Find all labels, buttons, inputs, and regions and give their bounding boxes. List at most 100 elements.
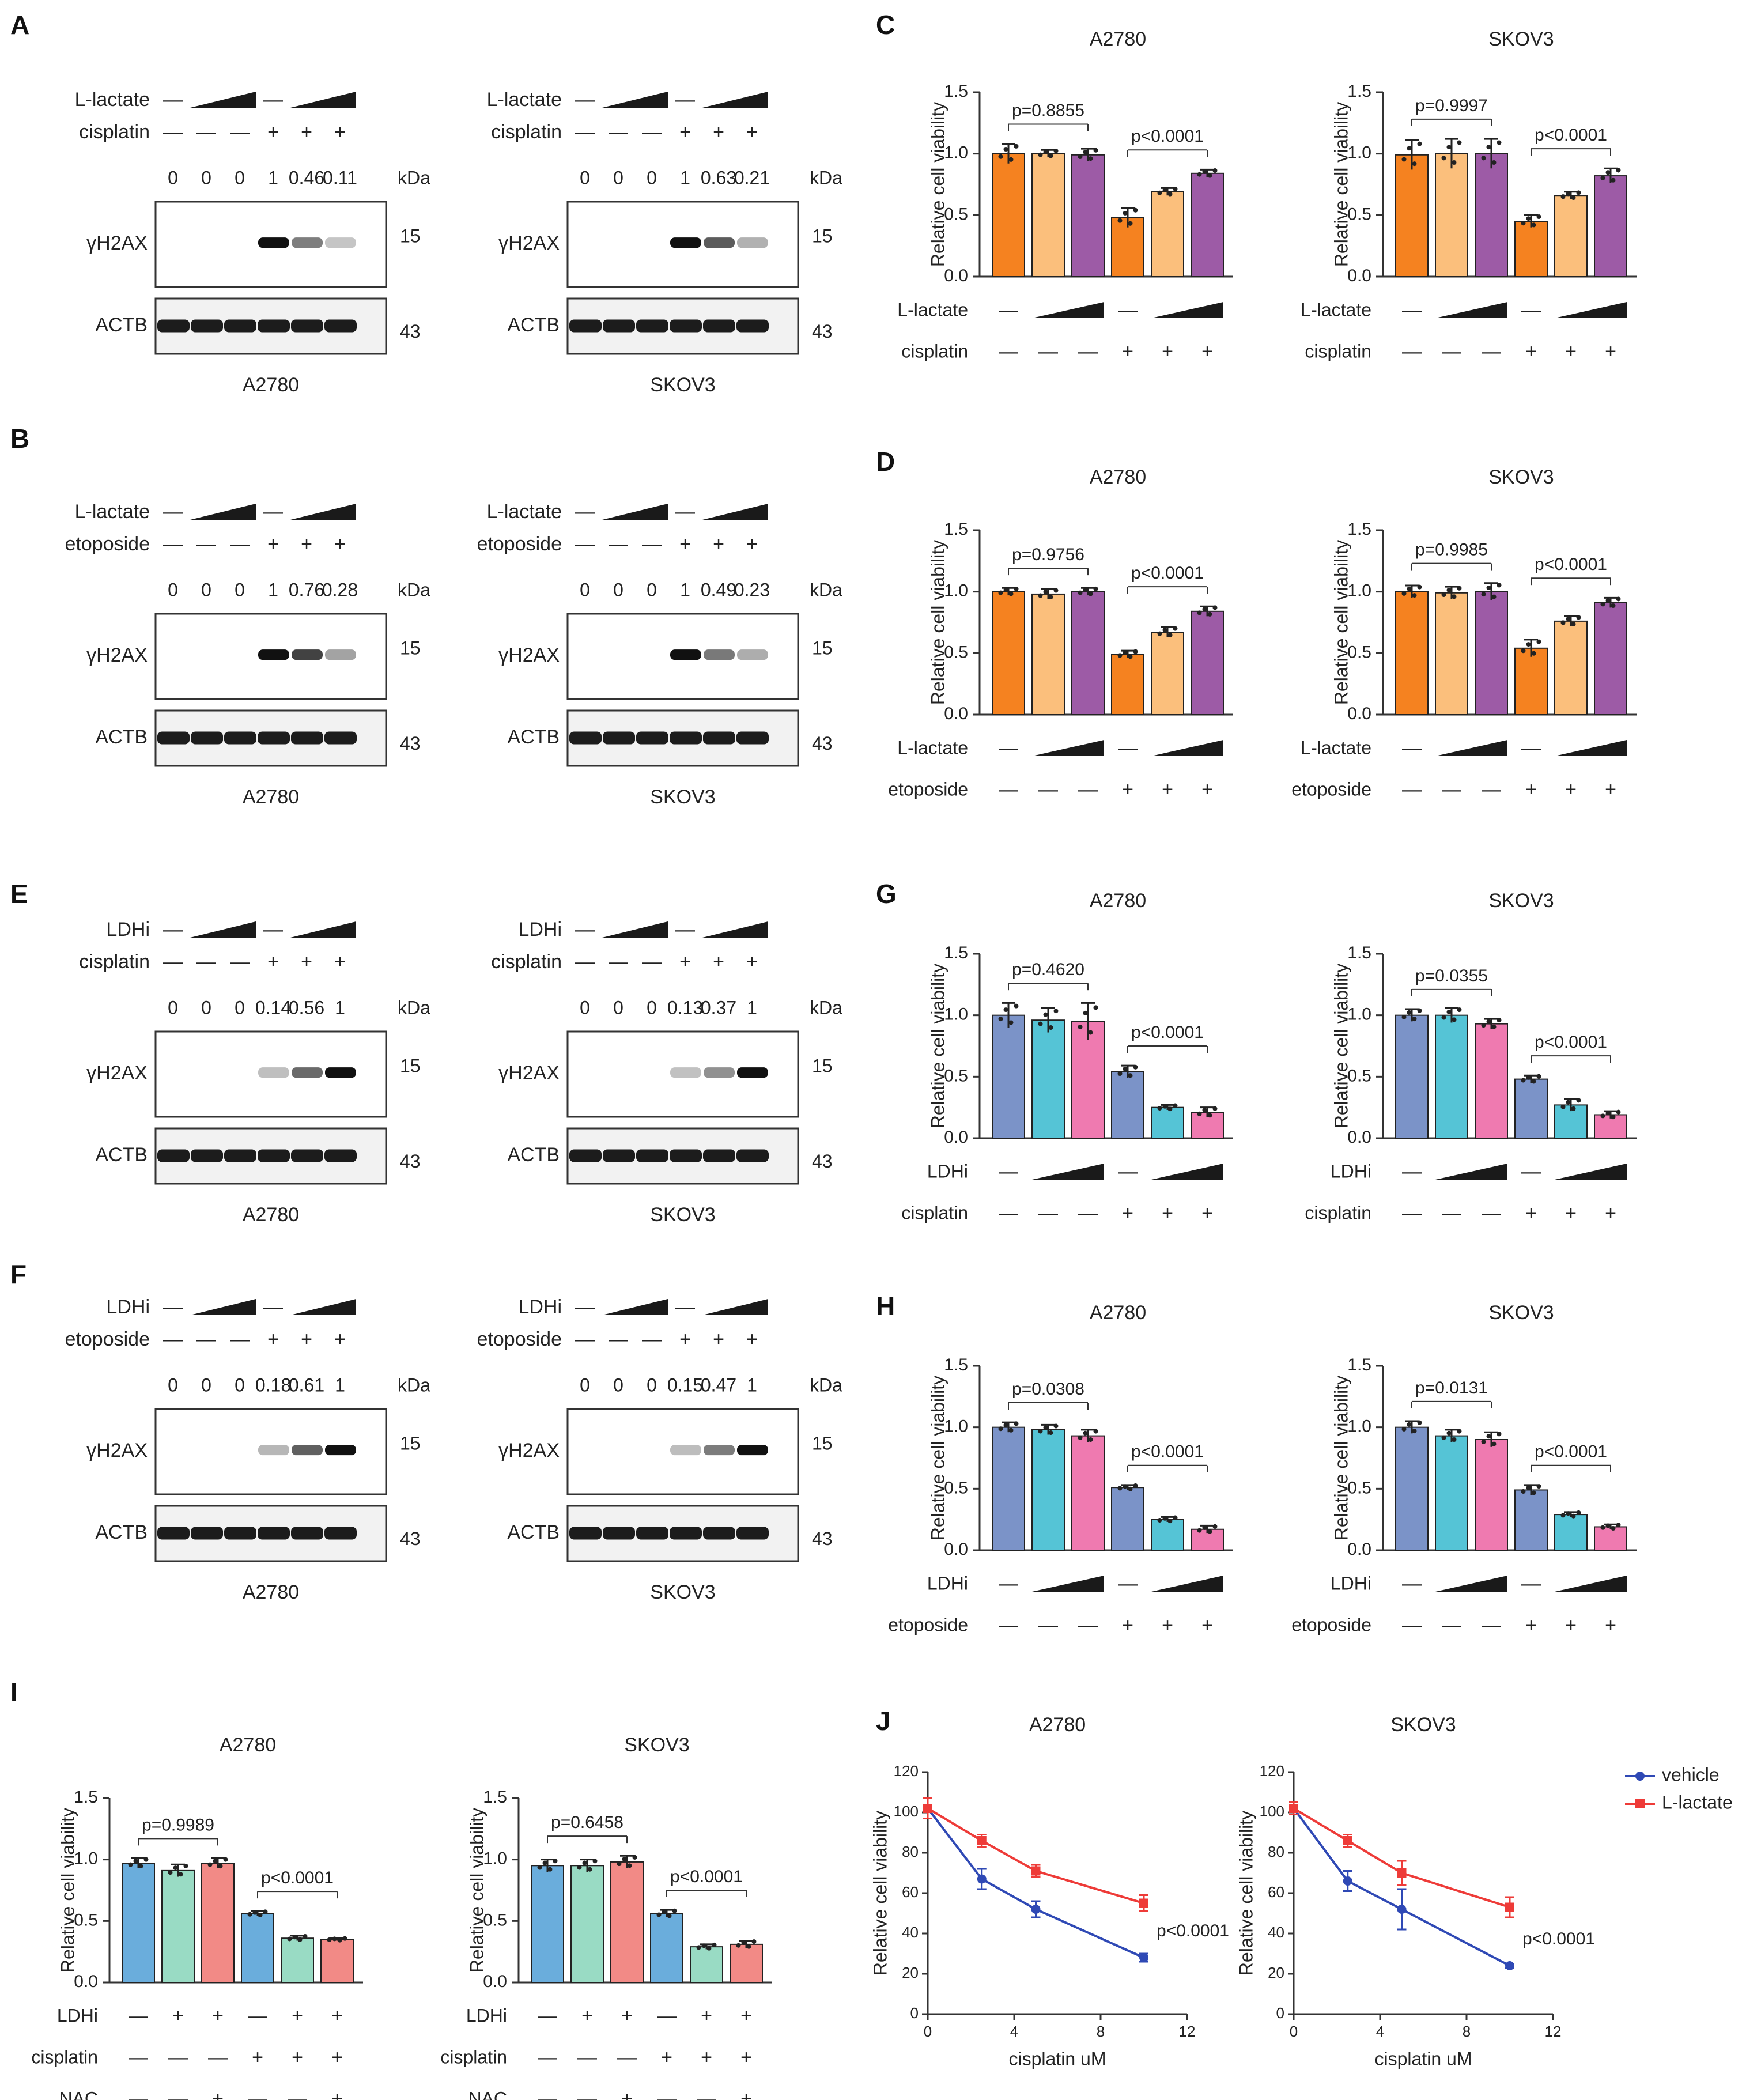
- panel-d-skov3-bar: [1475, 591, 1508, 715]
- panel-h-a2780-dot: [1053, 1423, 1059, 1429]
- panel-g-a2780-dot: [1048, 1025, 1053, 1030]
- panel-h-skov3-y-tick-label: 0.5: [1347, 1478, 1371, 1497]
- panel-c-skov3-cond-1-mark: —: [1442, 341, 1461, 362]
- panel-d-a2780-p-value: p<0.0001: [1131, 564, 1204, 583]
- panel-c-skov3-ylabel: Relative cell viability: [1331, 102, 1351, 267]
- panel-h-skov3-y-tick-label: 1.0: [1347, 1417, 1371, 1436]
- panel-h-skov3-cond-1-mark: +: [1605, 1614, 1616, 1636]
- panel-c-skov3-cond-1-mark: +: [1525, 341, 1537, 362]
- panel-i-skov3-dot: [627, 1863, 632, 1868]
- panel-j-a2780-y-tick-label: 120: [894, 1762, 919, 1780]
- panel-b-a2780-kda-value: 43: [400, 733, 421, 754]
- panel-g-a2780-bar: [1031, 1019, 1065, 1139]
- panel-g-a2780-dot: [1162, 1104, 1167, 1109]
- panel-e-skov3-actb-band: [703, 1149, 735, 1162]
- panel-c-a2780-dot: [1014, 143, 1019, 149]
- panel-g-a2780-title: A2780: [1090, 890, 1146, 912]
- panel-a-skov3-quant-label: 1: [680, 167, 690, 188]
- panel-h-skov3-dot: [1457, 1429, 1462, 1434]
- panel-f-skov3-actb-band: [603, 1527, 635, 1540]
- panel-a-skov3-band-label: γH2AX: [498, 232, 560, 254]
- panel-b-skov3-kda-value: 43: [812, 733, 833, 754]
- panel-i-a2780-bar: [201, 1863, 235, 1983]
- panel-a-skov3-row2-mark: +: [746, 121, 758, 143]
- panel-a-skov3-row2-mark: —: [642, 121, 662, 143]
- panel-c-a2780-cond-1-mark: +: [1122, 341, 1133, 362]
- panel-c-a2780-dot: [1053, 148, 1059, 153]
- panel-d-a2780-y-tick-label: 0.0: [944, 704, 968, 723]
- panel-h-a2780-cond-1-mark: +: [1201, 1614, 1213, 1636]
- panel-i-a2780-y-tick-label: 0.5: [74, 1910, 98, 1929]
- panel-c-a2780-dot: [1048, 153, 1053, 158]
- panel-g-a2780-dot: [998, 1017, 1003, 1022]
- panel-c-skov3-dot: [1486, 145, 1491, 150]
- panel-e-skov3-row-label: cisplatin: [491, 951, 562, 973]
- panel-i-skov3-dot: [547, 1867, 553, 1872]
- panel-j-skov3-point: [1397, 1905, 1407, 1914]
- panel-c-skov3-dot: [1566, 191, 1571, 197]
- panel-c-skov3-bar: [1594, 175, 1627, 278]
- panel-c-a2780-cond-1-mark: —: [1038, 341, 1058, 362]
- panel-e-skov3-actb-band: [670, 1149, 702, 1162]
- panel-c-skov3-dot: [1571, 195, 1576, 201]
- panel-a-skov3-row1-mark: —: [575, 89, 595, 111]
- panel-a-a2780-actb-band: [157, 319, 190, 333]
- panel-c-skov3-dot: [1401, 157, 1407, 162]
- panel-d-skov3-p-value: p<0.0001: [1535, 555, 1607, 574]
- panel-d-skov3-cond-1-mark: —: [1402, 779, 1422, 800]
- panel-i-a2780-cond-2-mark: —: [129, 2088, 148, 2100]
- panel-a-skov3-quant-label: 0.63: [701, 167, 736, 188]
- panel-letter-f: F: [10, 1259, 27, 1289]
- panel-i-skov3-dot: [706, 1946, 712, 1951]
- panel-e-skov3-row1-mark: —: [675, 919, 695, 941]
- panel-b-a2780-quant-label: 0.28: [322, 579, 358, 600]
- panel-letter-a: A: [10, 10, 30, 40]
- panel-d-skov3-y-tick-label: 1.5: [1347, 520, 1371, 539]
- panel-i-skov3-y-tick-label: 1.0: [483, 1849, 507, 1868]
- panel-b-a2780-row-label: L-lactate: [75, 501, 150, 523]
- panel-c-a2780-dot: [1207, 173, 1212, 178]
- panel-c-a2780-cond-0-mark: —: [1118, 299, 1138, 321]
- panel-j-a2780-x-tick-label: 8: [1097, 2023, 1105, 2040]
- panel-a-skov3-row2-mark: +: [679, 121, 691, 143]
- panel-d-skov3-cond-1-mark: +: [1565, 779, 1577, 800]
- panel-h-a2780-bar: [1151, 1519, 1184, 1551]
- panel-d-a2780-dot: [1202, 606, 1207, 611]
- panel-e-a2780-h2ax-band: [292, 1067, 323, 1078]
- panel-letter-b: B: [10, 424, 30, 454]
- panel-c-skov3-cond-1-mark: —: [1402, 341, 1422, 362]
- panel-d-skov3-bar: [1395, 591, 1429, 715]
- panel-d-a2780-dot: [1048, 595, 1053, 600]
- panel-f-skov3-title: SKOV3: [650, 1581, 715, 1603]
- panel-h-a2780-cond-1-mark: —: [999, 1614, 1018, 1636]
- panel-d-skov3-dot: [1571, 621, 1576, 626]
- panel-h-a2780-dot: [1083, 1430, 1088, 1436]
- panel-i-a2780-dot: [213, 1859, 218, 1864]
- panel-h-skov3-dot: [1491, 1441, 1497, 1446]
- panel-j-skov3-xlabel: cisplatin uM: [1375, 2048, 1472, 2069]
- panel-a-skov3-band-label: ACTB: [507, 314, 560, 336]
- panel-d-skov3-y-tick-label: 0.5: [1347, 643, 1371, 662]
- panel-c-skov3-dot: [1491, 160, 1497, 165]
- panel-b-a2780-row1-mark: —: [163, 501, 183, 523]
- panel-j-skov3-x-tick-label: 4: [1376, 2023, 1384, 2040]
- panel-f-a2780-quant-label: 0: [235, 1374, 245, 1395]
- panel-j-skov3-series-vehicle: [1293, 1807, 1510, 1967]
- panel-e-skov3-quant-label: 0: [580, 997, 590, 1018]
- panel-d-skov3-dot: [1412, 593, 1417, 598]
- panel-a-a2780-h2ax-band: [325, 237, 356, 248]
- panel-h-a2780-dot: [1014, 1421, 1019, 1426]
- panel-c-skov3-dot: [1521, 221, 1526, 226]
- panel-f-a2780-actb-band: [258, 1527, 290, 1540]
- panel-i-a2780-dot: [218, 1864, 223, 1869]
- panel-b-skov3-actb-band: [603, 731, 635, 745]
- panel-g-skov3-dot: [1531, 1079, 1536, 1084]
- panel-d-a2780-bar: [1031, 593, 1065, 716]
- panel-h-a2780-dot: [1048, 1430, 1053, 1436]
- panel-i-skov3-bar: [570, 1865, 604, 1983]
- panel-h-skov3-bar: [1395, 1426, 1429, 1551]
- panel-c-skov3-y-tick-label: 0.5: [1347, 205, 1371, 224]
- panel-f-skov3-kda-label: kDa: [810, 1374, 842, 1395]
- panel-c-a2780-cond-0-mark: —: [999, 299, 1018, 321]
